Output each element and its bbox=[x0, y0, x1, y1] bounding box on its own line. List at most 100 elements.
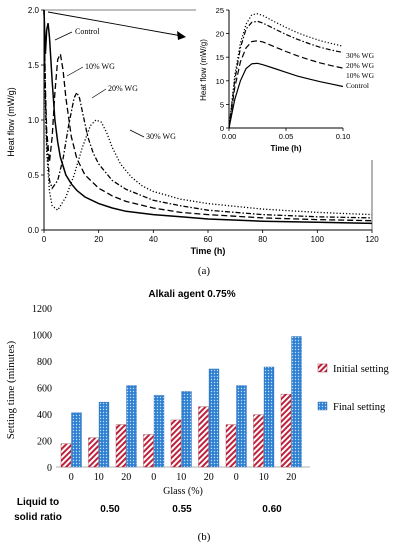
bar-final-7 bbox=[263, 366, 275, 468]
inset-legend-control: Control bbox=[346, 81, 369, 90]
bar-category-label: 20 bbox=[286, 472, 296, 483]
bar-final-1 bbox=[98, 401, 110, 468]
inset-lines bbox=[228, 13, 344, 129]
main-x-tick-label: 120 bbox=[365, 235, 379, 244]
main-x-tick-label: 40 bbox=[149, 235, 158, 244]
main-y-tick-label: 0.0 bbox=[28, 226, 40, 235]
main-y-tick-label: 2.0 bbox=[28, 6, 40, 15]
bar-final-0 bbox=[71, 412, 82, 468]
label-20wg-leader bbox=[91, 88, 107, 99]
bar-initial-6 bbox=[225, 424, 237, 468]
panel-b: Alkali agent 0.75% 020040060080010001200… bbox=[5, 289, 389, 543]
inset-y-tick-label: 25 bbox=[216, 6, 224, 15]
inset-x-axis-label: Time (h) bbox=[271, 144, 302, 153]
bar-y-tick-label: 800 bbox=[37, 357, 52, 368]
bar-category-label: 20 bbox=[204, 472, 214, 483]
main-x-tick-label: 100 bbox=[311, 235, 325, 244]
ratio-050: 0.50 bbox=[100, 504, 120, 515]
main-x-tick-label: 20 bbox=[94, 235, 103, 244]
inset-arrow bbox=[47, 11, 183, 37]
bar-initial-5 bbox=[198, 406, 209, 468]
legend-final-label: Final setting bbox=[333, 402, 386, 413]
label-30wg: 30% WG bbox=[146, 132, 176, 141]
inset-series-line-1 bbox=[228, 20, 344, 129]
bar-y-tick-label: 400 bbox=[37, 410, 52, 421]
bar-initial-2 bbox=[115, 424, 127, 468]
label-30wg-leader bbox=[129, 129, 145, 138]
ratio-label-line1: Liquid to bbox=[17, 497, 59, 508]
bar-category-label: 0 bbox=[234, 472, 239, 483]
bar-initial-7 bbox=[253, 414, 264, 468]
bar-y-tick-label: 1200 bbox=[32, 304, 52, 315]
inset-x-tick-label: 0.05 bbox=[279, 132, 294, 141]
bar-category-label: 10 bbox=[176, 472, 186, 483]
bar-category-label: 20 bbox=[121, 472, 131, 483]
panel-a-label: (a) bbox=[198, 265, 211, 277]
bar-initial-1 bbox=[88, 437, 99, 468]
legend-initial-swatch bbox=[317, 363, 328, 373]
inset-arrowhead bbox=[177, 31, 186, 40]
main-lines bbox=[43, 9, 373, 225]
inset-series-line-3 bbox=[228, 62, 344, 129]
inset-legend-10wg: 10% WG bbox=[346, 71, 375, 80]
inset-x-tick-label: 0.10 bbox=[336, 132, 351, 141]
label-control-leader bbox=[54, 31, 73, 41]
inset-series-line-2 bbox=[228, 40, 344, 129]
inset-legend-30wg: 30% WG bbox=[346, 51, 375, 60]
inset-y-tick-label: 0 bbox=[220, 124, 224, 133]
bar-category-labels: 0 10 20 0 10 20 0 10 20 bbox=[69, 472, 297, 483]
main-ticks: 0 20 40 60 80 100 1200.00.51.01.52.0 bbox=[28, 6, 379, 244]
panel-a: 0 20 40 60 80 100 1200.00.51.01.52.0 Heat flow… bbox=[6, 4, 402, 277]
bar-final-5 bbox=[208, 368, 220, 468]
bar-category-label: 0 bbox=[151, 472, 156, 483]
bar-chart-title: Alkali agent 0.75% bbox=[148, 289, 235, 300]
bar-final-8 bbox=[291, 336, 302, 468]
main-x-tick-label: 80 bbox=[258, 235, 267, 244]
main-x-tick-label: 0 bbox=[42, 235, 47, 244]
bar-final-4 bbox=[181, 391, 192, 468]
inset-y-tick-label: 5 bbox=[220, 100, 224, 109]
ratio-060: 0.60 bbox=[262, 504, 282, 515]
main-series-line-3 bbox=[43, 9, 373, 216]
inset-background bbox=[196, 4, 402, 160]
label-20wg: 20% WG bbox=[108, 84, 138, 93]
bar-final-2 bbox=[126, 385, 137, 468]
inset-series-line-0 bbox=[228, 13, 344, 129]
label-10wg-leader bbox=[66, 66, 84, 77]
inset-y-tick-label: 10 bbox=[216, 77, 224, 86]
bar-y-tick-label: 1000 bbox=[32, 331, 52, 342]
inset-x-tick-label: 0.00 bbox=[222, 132, 237, 141]
bar-final-3 bbox=[153, 395, 165, 468]
main-y-tick-label: 0.5 bbox=[28, 171, 40, 180]
panel-b-label: (b) bbox=[198, 531, 211, 543]
main-y-tick-label: 1.5 bbox=[28, 61, 40, 70]
main-y-tick-label: 1.0 bbox=[28, 116, 40, 125]
ratio-055: 0.55 bbox=[172, 504, 192, 515]
bar-initial-3 bbox=[143, 434, 154, 468]
main-series-line-0 bbox=[43, 9, 373, 225]
inset-legend-20wg: 20% WG bbox=[346, 61, 375, 70]
bar-y-tick-label: 0 bbox=[47, 463, 52, 474]
ratio-label-line2: solid ratio bbox=[14, 512, 62, 523]
main-series-line-1 bbox=[43, 9, 373, 222]
bar-x-axis-label: Glass (%) bbox=[163, 486, 203, 497]
label-10wg: 10% WG bbox=[85, 62, 115, 71]
inset-ticks: 0.00 0.05 0.10 0 5 10 15 20 25 bbox=[216, 6, 351, 141]
bar-y-tick-label: 200 bbox=[37, 437, 52, 448]
bar-initial-8 bbox=[280, 393, 292, 468]
inset-y-axis-label: Heat flow (mW/g) bbox=[199, 39, 208, 101]
bar-y-axis-label: Setting time (minutes) bbox=[5, 340, 17, 439]
bars bbox=[60, 336, 302, 468]
bar-category-label: 10 bbox=[259, 472, 269, 483]
main-y-axis-label: Heat flow (mW/g) bbox=[6, 87, 16, 157]
bar-category-label: 0 bbox=[69, 472, 74, 483]
main-x-axis-label: Time (h) bbox=[191, 246, 226, 256]
bar-category-label: 10 bbox=[94, 472, 104, 483]
bar-initial-0 bbox=[60, 443, 72, 468]
legend-initial-label: Initial setting bbox=[333, 364, 389, 375]
main-series-line-2 bbox=[43, 9, 373, 219]
bar-final-6 bbox=[236, 385, 247, 468]
main-x-tick-label: 60 bbox=[204, 235, 213, 244]
legend-final-swatch bbox=[317, 401, 328, 411]
